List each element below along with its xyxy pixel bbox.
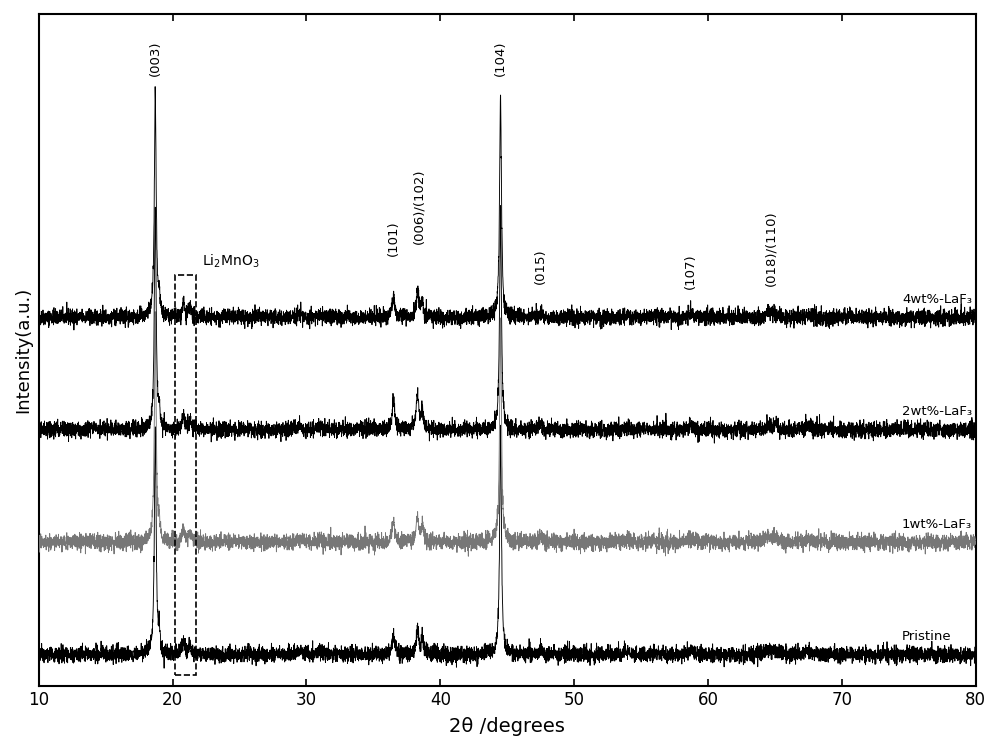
Text: (006)/(102): (006)/(102) — [412, 169, 425, 244]
Text: (003): (003) — [149, 40, 162, 76]
Text: 2wt%-LaF₃: 2wt%-LaF₃ — [902, 406, 972, 418]
Text: 4wt%-LaF₃: 4wt%-LaF₃ — [902, 293, 972, 306]
Text: (015): (015) — [534, 248, 547, 284]
Text: (018)/(110): (018)/(110) — [764, 210, 777, 286]
Y-axis label: Intensity(a.u.): Intensity(a.u.) — [14, 286, 32, 413]
Text: Li$_2$MnO$_3$: Li$_2$MnO$_3$ — [202, 253, 260, 270]
Bar — [175, 274, 196, 675]
Text: (104): (104) — [494, 40, 507, 76]
X-axis label: 2θ /degrees: 2θ /degrees — [449, 717, 565, 736]
Text: (107): (107) — [684, 254, 697, 290]
Text: 1wt%-LaF₃: 1wt%-LaF₃ — [902, 518, 972, 531]
Text: Pristine: Pristine — [902, 630, 952, 644]
Text: (101): (101) — [387, 220, 400, 256]
